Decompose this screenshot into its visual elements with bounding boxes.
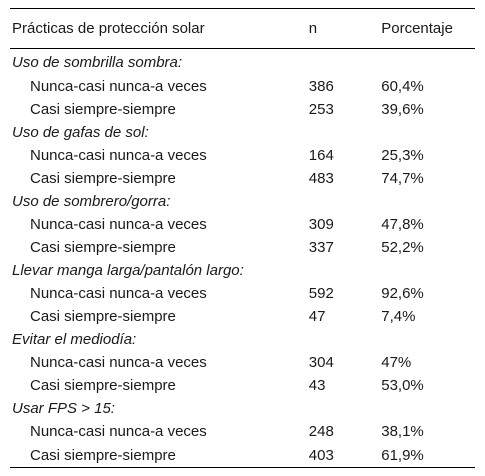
header-percentage: Porcentaje	[381, 20, 453, 37]
table-body: Uso de sombrilla sombra: Nunca-casi nunc…	[10, 49, 475, 468]
table-row: Casi siempre-siempre 43 53,0%	[10, 374, 475, 397]
row-n: 164	[308, 147, 334, 164]
row-percentage: 47,8%	[381, 216, 424, 233]
group-row: Llevar manga larga/pantalón largo:	[10, 259, 475, 282]
row-label: Casi siempre-siempre	[30, 377, 176, 394]
sun-protection-table: Prácticas de protección solar n Porcenta…	[10, 8, 475, 468]
row-label: Casi siempre-siempre	[30, 446, 176, 464]
table-row: Casi siempre-siempre 337 52,2%	[10, 236, 475, 259]
group-title: Uso de gafas de sol:	[12, 124, 149, 141]
row-n: 592	[308, 285, 334, 302]
row-n: 337	[308, 239, 334, 256]
row-percentage: 60,4%	[381, 78, 424, 95]
table-row: Nunca-casi nunca-a veces 248 38,1%	[10, 420, 475, 443]
row-label: Casi siempre-siempre	[30, 101, 176, 118]
group-row: Usar FPS > 15:	[10, 397, 475, 420]
row-n: 309	[308, 216, 334, 233]
row-n: 248	[308, 423, 334, 440]
row-percentage: 92,6%	[381, 285, 424, 302]
row-percentage: 38,1%	[381, 423, 424, 440]
row-percentage: 7,4%	[381, 308, 416, 325]
row-percentage: 61,9%	[381, 446, 424, 464]
row-n: 483	[308, 170, 334, 187]
group-title: Uso de sombrero/gorra:	[12, 193, 171, 210]
sun-protection-table-container: Prácticas de protección solar n Porcenta…	[10, 8, 475, 468]
row-n: 253	[308, 101, 334, 118]
table-row: Nunca-casi nunca-a veces 304 47%	[10, 351, 475, 374]
table-row: Nunca-casi nunca-a veces 164 25,3%	[10, 144, 475, 167]
row-label: Casi siempre-siempre	[30, 308, 176, 325]
group-row: Evitar el mediodía:	[10, 328, 475, 351]
table-row: Nunca-casi nunca-a veces 386 60,4%	[10, 75, 475, 98]
row-label: Nunca-casi nunca-a veces	[30, 216, 207, 233]
row-label: Casi siempre-siempre	[30, 170, 176, 187]
group-row: Uso de sombrilla sombra:	[10, 49, 475, 76]
header-n: n	[308, 20, 318, 37]
row-n: 386	[308, 78, 334, 95]
header-row: Prácticas de protección solar n Porcenta…	[10, 8, 475, 49]
row-n: 47	[308, 308, 326, 325]
row-label: Nunca-casi nunca-a veces	[30, 285, 207, 302]
row-label: Nunca-casi nunca-a veces	[30, 354, 207, 371]
table-row: Casi siempre-siempre 403 61,9%	[10, 443, 475, 468]
row-n: 403	[308, 446, 334, 464]
group-title: Uso de sombrilla sombra:	[12, 53, 183, 71]
table-row: Nunca-casi nunca-a veces 309 47,8%	[10, 213, 475, 236]
row-percentage: 53,0%	[381, 377, 424, 394]
group-title: Usar FPS > 15:	[12, 400, 115, 417]
row-percentage: 39,6%	[381, 101, 424, 118]
row-percentage: 47%	[381, 354, 412, 371]
group-title: Evitar el mediodía:	[12, 331, 137, 348]
row-percentage: 52,2%	[381, 239, 424, 256]
table-header: Prácticas de protección solar n Porcenta…	[10, 8, 475, 49]
row-label: Nunca-casi nunca-a veces	[30, 147, 207, 164]
table-row: Nunca-casi nunca-a veces 592 92,6%	[10, 282, 475, 305]
group-row: Uso de sombrero/gorra:	[10, 190, 475, 213]
row-label: Nunca-casi nunca-a veces	[30, 78, 207, 95]
group-title: Llevar manga larga/pantalón largo:	[12, 262, 244, 279]
row-percentage: 74,7%	[381, 170, 424, 187]
row-n: 43	[308, 377, 326, 394]
group-row: Uso de gafas de sol:	[10, 121, 475, 144]
row-n: 304	[308, 354, 334, 371]
table-row: Casi siempre-siempre 253 39,6%	[10, 98, 475, 121]
row-label: Casi siempre-siempre	[30, 239, 176, 256]
header-practices: Prácticas de protección solar	[12, 20, 205, 37]
table-row: Casi siempre-siempre 47 7,4%	[10, 305, 475, 328]
row-percentage: 25,3%	[381, 147, 424, 164]
row-label: Nunca-casi nunca-a veces	[30, 423, 207, 440]
table-row: Casi siempre-siempre 483 74,7%	[10, 167, 475, 190]
